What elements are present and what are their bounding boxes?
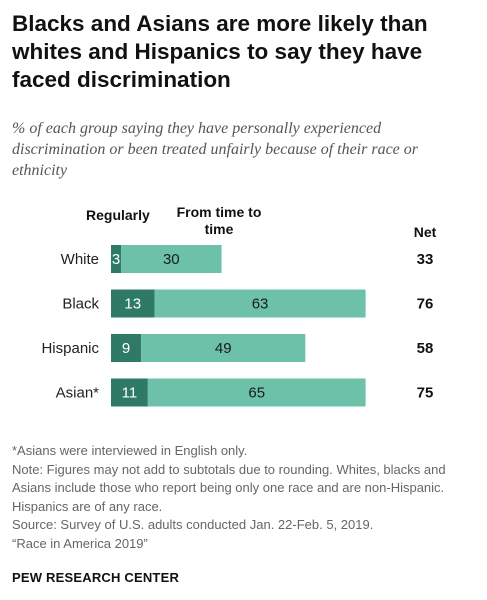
bar-black-regularly: [111, 289, 155, 318]
category-label-asian: Asian*: [56, 385, 100, 402]
bar-asian-time-to-time: [147, 378, 366, 407]
chart-title: Blacks and Asians are more likely than w…: [12, 11, 428, 92]
data-label-asian-time-to-time: 65: [248, 385, 265, 402]
chart-notes: *Asians were interviewed in English only…: [12, 442, 482, 554]
data-label-black-regularly: 13: [124, 296, 141, 313]
note-report: “Race in America 2019”: [12, 535, 148, 551]
legend-from-time-to-time: From time to time: [176, 204, 262, 237]
net-value-hispanic: 58: [417, 340, 434, 357]
data-label-hispanic-time-to-time: 49: [215, 340, 232, 357]
data-label-black-time-to-time: 63: [252, 296, 269, 313]
chart-subtitle: % of each group saying they have persona…: [12, 120, 419, 179]
data-label-hispanic-regularly: 9: [122, 340, 130, 357]
pew-research-center-logo: PEW RESEARCH CENTER: [12, 570, 180, 585]
category-label-black: Black: [62, 296, 99, 313]
bar-black-time-to-time: [154, 289, 366, 318]
note-source: Source: Survey of U.S. adults conducted …: [12, 517, 374, 533]
data-label-white-time-to-time: 30: [163, 251, 180, 268]
net-value-asian: 75: [417, 385, 434, 402]
legend-regularly: Regularly: [86, 207, 150, 223]
net-value-white: 33: [417, 251, 434, 268]
data-label-asian-regularly: 11: [122, 385, 138, 402]
net-value-black: 76: [417, 296, 434, 313]
bar-hispanic-time-to-time: [141, 334, 306, 362]
bar-white-regularly: [111, 245, 122, 273]
net-header: Net: [413, 224, 437, 240]
note-asian-footnote: *Asians were interviewed in English only…: [12, 443, 248, 458]
note-rounding: Note: Figures may not add to subtotals d…: [12, 461, 446, 514]
bar-hispanic-regularly: [111, 334, 142, 362]
stacked-bar-chart: White 3 30 33 Black 13 63 76 Hispanic 9 49 58 Asian*…: [41, 245, 434, 407]
bar-white-time-to-time: [121, 245, 222, 273]
data-label-white-regularly: 3: [112, 251, 120, 268]
category-label-hispanic: Hispanic: [41, 340, 99, 357]
bar-asian-regularly: [111, 378, 148, 407]
category-label-white: White: [61, 251, 99, 268]
